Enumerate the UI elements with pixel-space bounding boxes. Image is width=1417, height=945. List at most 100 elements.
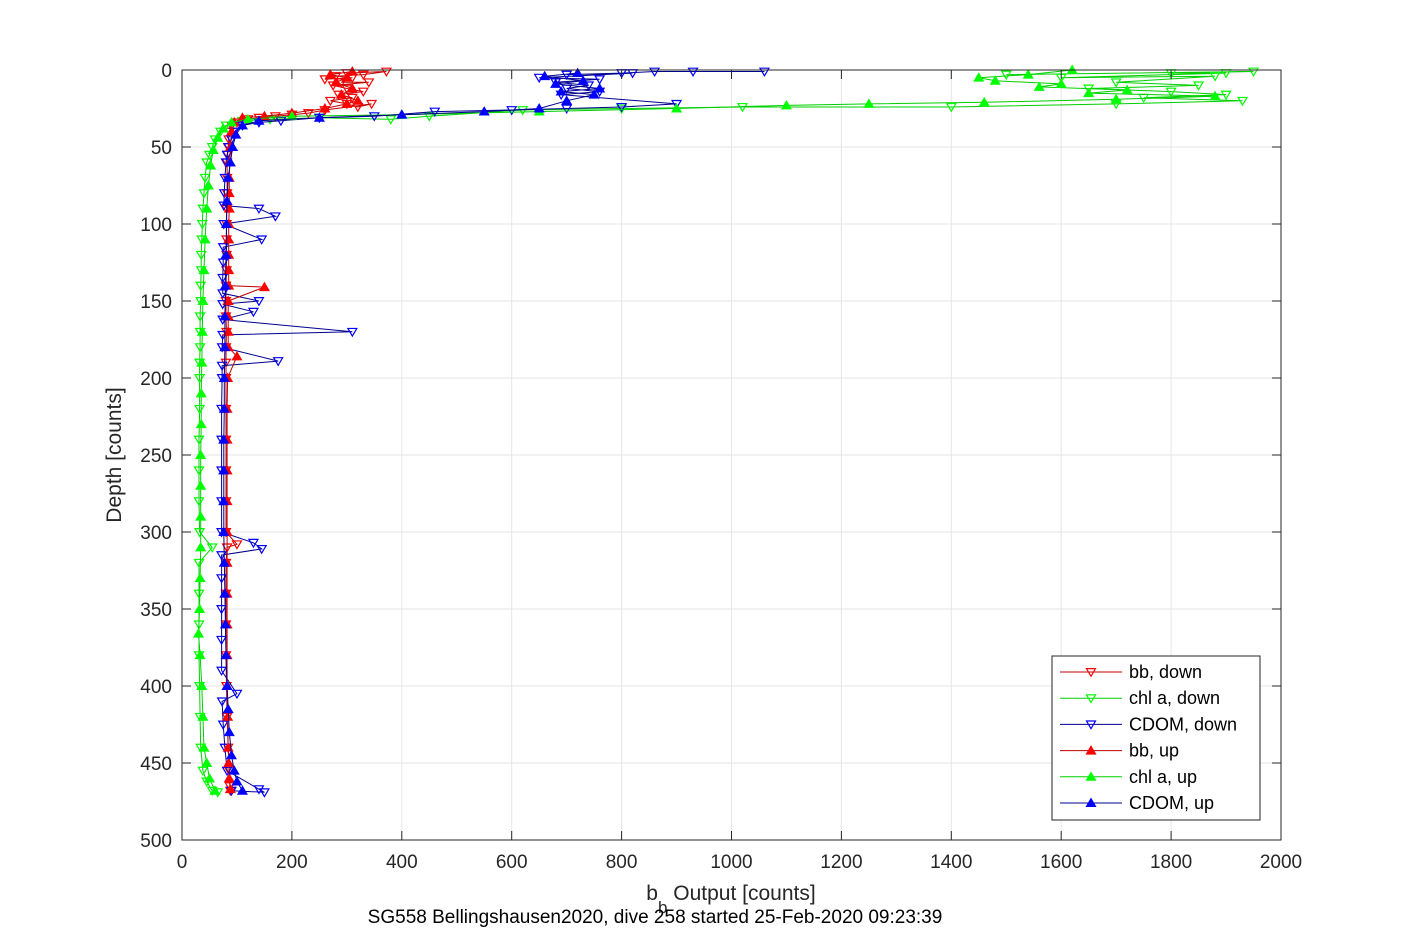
legend-marker: [1085, 694, 1097, 704]
data-point: [1033, 81, 1045, 91]
x-axis-label-rest: Output [counts]: [667, 882, 815, 905]
data-point: [199, 173, 211, 184]
data-point: [302, 109, 314, 119]
data-point: [218, 464, 230, 475]
data-point: [253, 785, 265, 795]
data-point: [423, 112, 435, 122]
data-point: [616, 104, 628, 114]
data-point: [1110, 78, 1122, 88]
data-point: [594, 83, 606, 93]
data-point: [216, 635, 228, 646]
data-point: [198, 264, 210, 275]
data-point: [396, 109, 408, 119]
data-point: [989, 75, 1001, 85]
data-point: [194, 404, 206, 415]
data-point: [1055, 78, 1067, 88]
data-point: [193, 466, 205, 476]
data-point: [346, 327, 358, 338]
data-point: [195, 449, 207, 459]
data-point: [1247, 67, 1260, 77]
axis-ticks: 0 200 400 600 800 1000 1200 1400 1600 1800 2000050…: [140, 61, 1302, 873]
legend-entry: bb, down: [1129, 662, 1202, 682]
series-5: [218, 67, 606, 795]
data-point: [330, 76, 342, 87]
data-point: [218, 557, 230, 567]
x-tick-label: 1000: [710, 852, 752, 873]
data-point: [195, 250, 207, 261]
x-tick-label: 0: [177, 852, 188, 873]
data-point: [863, 98, 875, 108]
data-point: [197, 711, 209, 721]
data-point: [258, 281, 270, 292]
data-point: [253, 204, 265, 215]
y-tick-label: 400: [140, 677, 172, 698]
data-point: [517, 106, 529, 116]
data-point: [209, 785, 221, 795]
data-point: [192, 628, 205, 638]
x-axis-label-main: b: [646, 882, 658, 905]
data-point: [198, 189, 210, 199]
data-point: [230, 129, 242, 139]
data-point: [196, 680, 208, 690]
data-point: [1110, 93, 1122, 104]
legend-marker: [1085, 745, 1097, 755]
data-point: [780, 99, 792, 110]
y-tick-label: 150: [140, 292, 172, 313]
data-point: [199, 233, 211, 244]
x-tick-label: 400: [386, 852, 418, 873]
data-point: [207, 144, 219, 155]
series-line: [197, 69, 1216, 791]
data-point: [561, 95, 573, 105]
chart-caption: SG558 Bellingshausen2020, dive 258 start…: [368, 907, 943, 928]
x-axis-label-subscript: b: [658, 898, 667, 917]
y-tick-label: 450: [140, 754, 172, 775]
data-point: [478, 106, 490, 116]
data-point: [561, 70, 573, 81]
data-point: [1000, 70, 1012, 81]
data-point: [236, 785, 248, 795]
data-point: [380, 67, 392, 77]
data-point: [429, 107, 441, 118]
data-point: [236, 119, 248, 130]
data-point: [572, 67, 584, 78]
data-point: [193, 497, 205, 507]
data-point: [319, 103, 331, 113]
x-axis-label: bb Output [counts]: [646, 882, 815, 917]
legend: bb, down chl a, down CDOM, down bb, up chl a…: [1051, 655, 1261, 821]
data-point: [1220, 90, 1232, 101]
series-line: [226, 71, 360, 790]
data-point: [1209, 90, 1221, 101]
data-point: [195, 281, 207, 292]
data-point: [533, 103, 545, 113]
data-point: [216, 574, 228, 584]
data-point: [203, 772, 216, 783]
data-point: [231, 350, 243, 361]
data-point: [194, 572, 206, 583]
data-point: [224, 156, 236, 167]
series-4: [192, 64, 1221, 795]
x-tick-label: 800: [606, 852, 638, 873]
data-point: [561, 104, 573, 114]
data-point: [357, 87, 369, 98]
data-point: [217, 720, 229, 730]
y-tick-label: 250: [140, 446, 172, 467]
data-point: [222, 326, 234, 336]
data-point: [228, 765, 240, 775]
data-point: [352, 95, 364, 105]
data-point: [253, 115, 265, 125]
data-point: [550, 78, 562, 88]
data-point: [218, 372, 230, 382]
data-point: [346, 66, 358, 76]
data-point: [222, 711, 234, 721]
data-point: [193, 558, 205, 569]
data-point: [195, 511, 207, 521]
x-tick-label: 1200: [820, 852, 862, 873]
data-point: [223, 264, 235, 275]
data-point: [1193, 81, 1205, 91]
y-tick-label: 500: [140, 831, 172, 852]
data-point: [341, 98, 353, 108]
data-point: [225, 749, 238, 760]
data-point: [242, 113, 254, 124]
data-point: [219, 310, 231, 321]
